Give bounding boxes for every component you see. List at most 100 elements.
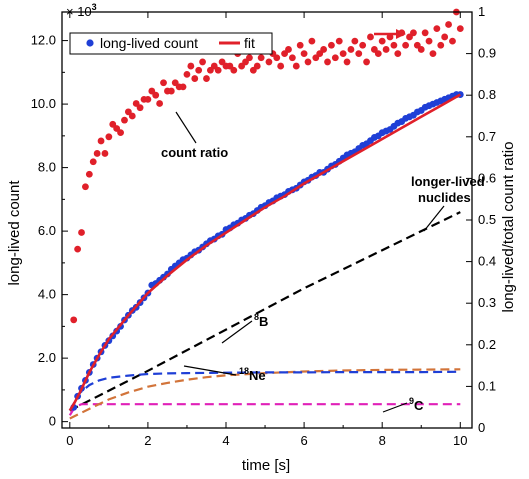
point-count-ratio xyxy=(339,50,347,57)
point-count-ratio xyxy=(343,58,351,66)
point-count-ratio xyxy=(347,46,355,53)
point-count-ratio xyxy=(105,133,113,141)
annotation-c9: 9C xyxy=(409,396,424,413)
y-right-tick-label: 0.1 xyxy=(478,378,496,393)
point-count-ratio xyxy=(214,66,222,74)
c9-pointer xyxy=(382,402,408,413)
y-right-tick-label: 0.2 xyxy=(478,337,496,352)
point-count-ratio xyxy=(417,46,425,53)
point-count-ratio xyxy=(410,29,417,37)
y-left-tick-label: 12.0 xyxy=(31,33,56,48)
point-count-ratio xyxy=(285,46,292,53)
y-left-tick-label: 8.0 xyxy=(38,160,56,175)
point-count-ratio xyxy=(144,95,152,103)
point-count-ratio xyxy=(328,41,335,49)
point-count-ratio xyxy=(351,37,359,45)
line-9c xyxy=(68,403,461,416)
point-count-ratio xyxy=(152,91,160,99)
point-count-ratio xyxy=(308,37,316,45)
y-left-tick-label: 10.0 xyxy=(31,96,56,111)
point-count-ratio xyxy=(187,62,195,70)
point-count-ratio xyxy=(425,37,433,45)
point-count-ratio xyxy=(160,79,167,87)
annotation-longer-lived-2: nuclides xyxy=(418,190,471,205)
x-tick-label: 0 xyxy=(66,433,73,448)
point-count-ratio xyxy=(320,46,328,53)
y-right-tick-label: 0.6 xyxy=(478,170,496,185)
annotation-longer-lived-1: longer-lived xyxy=(411,174,485,189)
point-count-ratio xyxy=(128,112,136,120)
y-right-tick-label: 0.8 xyxy=(478,87,496,102)
legend-marker-count xyxy=(86,39,94,47)
point-count-ratio xyxy=(355,50,363,57)
point-count-ratio xyxy=(335,37,343,45)
point-count-ratio xyxy=(136,104,144,112)
series-count-ratio xyxy=(70,8,464,324)
right-axis-arrow-head xyxy=(396,29,406,39)
point-count-ratio xyxy=(402,41,410,49)
legend-label-fit: fit xyxy=(244,35,255,51)
y-left-tick-label: 6.0 xyxy=(38,223,56,238)
line-18ne xyxy=(69,368,461,420)
point-count-ratio xyxy=(179,83,187,91)
x-tick-label: 10 xyxy=(453,433,467,448)
point-count-ratio xyxy=(386,33,394,41)
point-count-ratio xyxy=(78,229,85,236)
point-count-ratio xyxy=(445,21,452,28)
point-count-ratio xyxy=(203,75,210,82)
y-axis-label-left: long-lived count xyxy=(6,180,23,286)
x-tick-label: 8 xyxy=(379,433,386,448)
point-count-ratio xyxy=(199,58,206,66)
y-left-tick-label: 4.0 xyxy=(38,287,56,302)
point-count-ratio xyxy=(277,62,285,70)
x-axis-label: time [s] xyxy=(242,457,290,474)
x-tick-label: 6 xyxy=(300,433,307,448)
point-count-ratio xyxy=(456,25,464,33)
point-count-ratio xyxy=(429,50,437,57)
point-count-ratio xyxy=(441,33,449,41)
series-9c xyxy=(68,403,461,416)
point-count-ratio xyxy=(288,54,296,62)
annotation-b8: 8B xyxy=(254,312,268,329)
y-left-tick-label: 2.0 xyxy=(38,350,56,365)
y-right-tick-label: 0 xyxy=(478,420,485,435)
point-count-ratio xyxy=(257,54,265,62)
point-count-ratio xyxy=(331,54,339,62)
point-count-ratio xyxy=(89,158,97,166)
point-count-ratio xyxy=(97,137,105,145)
point-count-ratio xyxy=(191,75,199,82)
right-axis-arrow xyxy=(374,29,406,39)
point-count-ratio xyxy=(363,58,370,66)
point-count-ratio xyxy=(195,66,203,74)
point-count-ratio xyxy=(74,245,82,253)
y-right-tick-label: 0.3 xyxy=(478,295,496,310)
point-count-ratio xyxy=(82,183,89,191)
y-left-tick-label: 0 xyxy=(49,414,56,429)
point-count-ratio xyxy=(394,50,402,57)
point-count-ratio xyxy=(85,170,93,178)
series-18ne xyxy=(69,368,461,420)
count-ratio-pointer xyxy=(175,111,197,144)
annotation-count-ratio: count ratio xyxy=(161,145,228,160)
legend: long-lived count fit xyxy=(69,32,273,55)
annotation-ne18: 18Ne xyxy=(239,366,266,383)
point-count-ratio xyxy=(378,37,386,45)
point-count-ratio xyxy=(265,58,273,66)
line-longer-lived-nuclides xyxy=(69,211,461,412)
point-count-ratio xyxy=(449,37,456,45)
point-count-ratio xyxy=(183,71,191,78)
point-count-ratio xyxy=(117,129,124,137)
series-long-lived-count xyxy=(70,91,464,411)
legend-box xyxy=(69,32,273,55)
y-right-tick-label: 0.9 xyxy=(478,46,496,61)
point-count-ratio xyxy=(390,41,398,49)
point-count-ratio xyxy=(324,58,331,66)
legend-label-count: long-lived count xyxy=(100,35,198,51)
point-count-ratio xyxy=(273,54,281,62)
point-count-ratio xyxy=(253,62,261,70)
point-count-ratio xyxy=(230,66,238,74)
x-tick-label: 2 xyxy=(144,433,151,448)
point-count-ratio xyxy=(433,25,441,33)
series-layer xyxy=(68,8,464,420)
point-count-ratio xyxy=(304,58,312,66)
